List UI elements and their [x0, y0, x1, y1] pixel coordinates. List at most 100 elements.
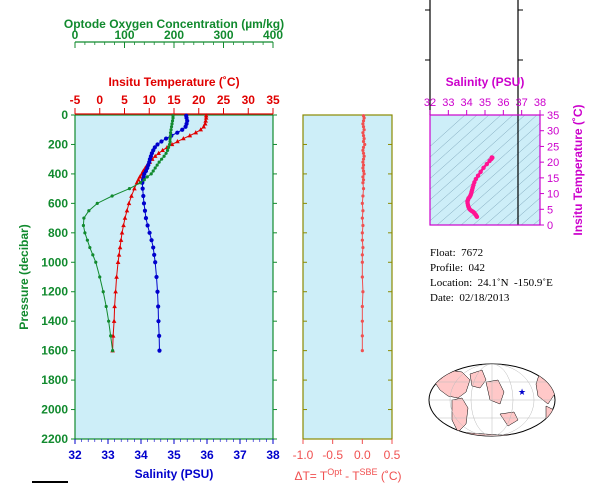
- temperature-point: [202, 121, 208, 126]
- delta-t-point: [360, 349, 364, 353]
- oxygen-point: [170, 122, 174, 126]
- profile-plot-background: [74, 114, 274, 440]
- pressure-tick-label: 2000: [41, 403, 68, 417]
- temperature-tick-label: 20: [192, 93, 206, 107]
- pressure-tick-label: 800: [48, 226, 68, 240]
- temperature-point: [129, 193, 134, 198]
- density-contour: [430, 122, 540, 222]
- oxygen-point: [142, 178, 146, 182]
- oxygen-point: [85, 238, 89, 242]
- ts-salinity-tick-label: 38: [534, 97, 546, 109]
- profile-label: Profile: 042: [430, 262, 485, 274]
- salinity-point: [155, 289, 160, 294]
- delta-t-point: [361, 119, 366, 123]
- salinity-point: [153, 260, 158, 265]
- pressure-tick-label: 0: [61, 108, 68, 122]
- location-label: Location: 24.1˚N -150.9˚E: [430, 277, 553, 289]
- oxygen-point: [166, 145, 171, 149]
- oxygen-point: [168, 134, 173, 138]
- oxygen-point: [155, 163, 159, 167]
- oxygen-point: [87, 209, 91, 213]
- oxygen-point: [162, 154, 166, 158]
- temperature-point: [137, 174, 143, 179]
- delta-t-point: [362, 116, 366, 120]
- temperature-tick-label: 15: [167, 93, 181, 107]
- temperature-point: [203, 113, 209, 118]
- delta-t-point: [361, 163, 366, 167]
- salinity-tick-label: 35: [167, 448, 181, 462]
- salinity-point: [147, 230, 152, 235]
- ts-temperature-axis-label: Insitu Temperature (˚C): [571, 104, 585, 235]
- oxygen-point: [83, 231, 87, 235]
- temperature-point: [160, 147, 165, 153]
- temperature-point: [115, 259, 121, 264]
- oxygen-point: [110, 194, 114, 198]
- delta-t-point: [360, 319, 364, 323]
- temperature-point: [121, 222, 126, 228]
- salinity-tick-label: 33: [101, 448, 115, 462]
- oxygen-tick-label: 200: [164, 28, 184, 42]
- temperature-point: [116, 252, 122, 257]
- delta-t-point: [362, 128, 366, 132]
- oxygen-point: [168, 131, 173, 135]
- temperature-point: [126, 200, 132, 206]
- delta-t-label-part: (˚C): [378, 469, 402, 483]
- delta-t-axis-label: ΔT= TOpt - TSBE (˚C): [294, 467, 401, 483]
- temperature-point: [114, 274, 119, 279]
- temperature-point: [122, 215, 128, 220]
- pressure-tick-labels: 0 200 400 600 800 1000 1200 1400 1600 1800 2000 220…: [41, 108, 277, 446]
- delta-t-point: [360, 231, 364, 235]
- oxygen-point: [168, 136, 172, 141]
- ts-point: [475, 173, 481, 178]
- salinity-point: [159, 139, 164, 144]
- oxygen-point: [109, 334, 113, 338]
- salinity-point: [163, 136, 169, 141]
- delta-t-label-part: ΔT= T: [294, 469, 327, 483]
- oxygen-point: [171, 114, 175, 118]
- land-shape: [545, 405, 555, 429]
- delta-t-point: [361, 290, 365, 294]
- ts-plot-background: [430, 115, 540, 225]
- delta-t-point: [361, 169, 366, 173]
- temperature-point: [193, 130, 199, 135]
- salinity-point: [143, 215, 149, 221]
- oxygen-point: [101, 290, 105, 294]
- oxygen-point: [111, 349, 115, 353]
- oxygen-point: [153, 166, 157, 170]
- temperature-tick-label: 30: [242, 93, 256, 107]
- temperature-point: [119, 230, 125, 235]
- salinity-tick-label: 36: [200, 448, 214, 462]
- temperature-point: [187, 133, 193, 138]
- world-map: ★: [428, 363, 556, 437]
- delta-t-point: [363, 142, 367, 147]
- oxygen-tick-label: 400: [263, 28, 283, 42]
- float-label: Float: 7672: [430, 247, 484, 259]
- delta-t-label-part: - T: [342, 469, 360, 483]
- land-shape: [485, 379, 505, 405]
- ts-salinity-tick-label: 32: [424, 97, 436, 109]
- delta-t-panel: -1.0 -0.5 0.0 0.5 ΔT= TOpt - TSBE (˚C): [293, 114, 402, 483]
- delta-t-point: [362, 136, 366, 141]
- oxygen-point: [127, 187, 132, 191]
- ts-temperature-tick-labels: 0 5 10 15 20 25 30 35: [540, 110, 559, 232]
- temperature-tick-label: 25: [217, 93, 231, 107]
- temperature-tick-label: 0: [96, 93, 103, 107]
- salinity-point: [180, 127, 185, 132]
- temperature-axis-label: Insitu Temperature (˚C): [108, 75, 239, 89]
- oxygen-point: [165, 148, 170, 152]
- profile-panel: 0200400600800100012001400160018002000220…: [17, 17, 284, 481]
- delta-t-tick-label: -1.0: [293, 448, 314, 462]
- float-location-marker: ★: [518, 387, 526, 397]
- ts-salinity-tick-label: 36: [497, 97, 509, 109]
- delta-t-tick-labels: -1.0 -0.5 0.0 0.5: [293, 114, 401, 462]
- ts-temperature-tick-label: 5: [547, 204, 553, 216]
- ts-temperature-tick-label: 25: [547, 141, 559, 153]
- ts-temperature-tick-label: 10: [547, 189, 559, 201]
- pressure-tick-label: 1400: [41, 314, 68, 328]
- oxygen-point: [81, 223, 86, 228]
- density-contour: [448, 144, 540, 225]
- temperature-point: [124, 208, 130, 213]
- oxygen-point: [104, 304, 108, 309]
- delta-t-point: [362, 154, 366, 158]
- oxygen-point: [82, 216, 86, 220]
